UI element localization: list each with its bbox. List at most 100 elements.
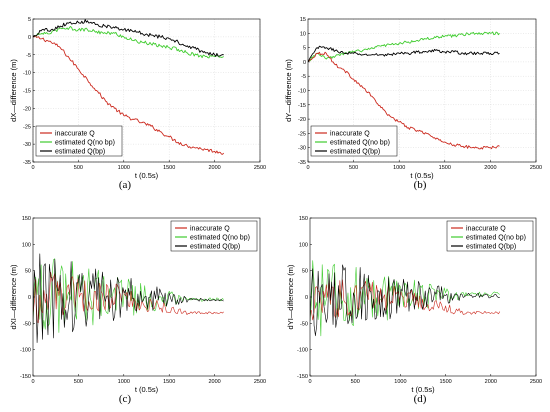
series-line-2	[33, 19, 224, 57]
x-tick-label: 0	[31, 165, 34, 171]
legend-entry: inaccurate Q	[330, 130, 370, 137]
legend-entry: estimated Q(no bp)	[190, 234, 250, 241]
legend: inaccurate Q estimated Q(no bp) estimated …	[310, 125, 398, 157]
legend-entry: estimated Q(no bp)	[466, 234, 526, 241]
y-tick-label: 5	[28, 17, 31, 23]
x-tick-label: 0	[308, 379, 311, 385]
y-tick-label: 10	[300, 31, 306, 37]
panel-caption: (b)	[414, 179, 427, 191]
x-tick-label: 500	[351, 379, 360, 385]
legend-entry: estimated Q(bp)	[190, 243, 240, 250]
y-tick-label: 0	[305, 295, 308, 301]
plot-area	[33, 19, 225, 155]
y-tick-label: 15	[300, 17, 306, 23]
x-tick-label: 1000	[118, 379, 130, 385]
y-axis-label: dYI—difference (m)	[286, 264, 295, 329]
plot-area	[308, 31, 500, 150]
legend-entry: estimated Q(no bp)	[330, 139, 390, 146]
x-tick-label: 2500	[254, 165, 266, 171]
panel-caption: (a)	[119, 179, 132, 191]
y-tick-label: 100	[22, 242, 31, 248]
y-tick-label: -15	[298, 103, 306, 109]
x-tick-label: 2500	[254, 379, 266, 385]
legend: inaccurate Q estimated Q(no bp) estimated …	[446, 220, 534, 252]
x-tick-label: 1000	[394, 379, 406, 385]
y-tick-label: -30	[23, 142, 31, 148]
y-tick-label: -5	[26, 53, 31, 59]
x-tick-label: 1500	[163, 165, 175, 171]
x-tick-label: 2500	[530, 379, 542, 385]
series-line-1	[33, 26, 224, 59]
x-tick-label: 1000	[118, 165, 130, 171]
y-tick-label: -50	[23, 321, 31, 327]
legend: inaccurate Q estimated Q(no bp) estimated …	[170, 220, 258, 252]
y-tick-label: -20	[23, 106, 31, 112]
x-tick-label: 2000	[208, 165, 220, 171]
y-tick-label: -5	[301, 74, 306, 80]
series-line-2	[308, 45, 500, 63]
y-tick-label: -25	[23, 124, 31, 130]
y-tick-label: 50	[25, 269, 31, 275]
y-tick-label: -15	[23, 89, 31, 95]
chart-panel-b: 0 500 1000 1500 2000 2500 15 10 5 0 -5 -10 -15 -20 -25…	[284, 17, 542, 191]
legend-entry: estimated Q(no bp)	[55, 139, 115, 146]
y-tick-label: -50	[300, 321, 308, 327]
x-axis-label: t (0.5s)	[135, 171, 159, 180]
chart-panel-c: 0 500 1000 1500 2000 2500150100500-50-100-150…	[9, 216, 266, 405]
y-tick-label: -100	[20, 348, 31, 354]
y-tick-label: 150	[22, 216, 31, 222]
y-tick-label: -35	[298, 160, 306, 166]
x-tick-label: 1500	[439, 379, 451, 385]
y-tick-label: -150	[20, 374, 31, 380]
series-line-2	[310, 264, 500, 337]
x-tick-label: 500	[74, 165, 83, 171]
series-line-1	[308, 31, 500, 63]
series-line-0	[308, 51, 500, 150]
x-axis-label: t (0.5s)	[135, 385, 159, 394]
y-tick-label: 0	[303, 60, 306, 66]
chart-panel-a: 0 500 1000 1500 2000 2500 5 0 -5 -10 -15 -20 -25 -30 -…	[9, 17, 266, 191]
plot-area	[310, 260, 501, 337]
legend-entry: estimated Q(bp)	[330, 148, 380, 155]
x-tick-label: 1500	[163, 379, 175, 385]
x-tick-label: 1000	[393, 165, 405, 171]
x-tick-label: 2500	[530, 165, 542, 171]
x-tick-label: 0	[306, 165, 309, 171]
y-tick-label: 0	[28, 35, 31, 41]
y-tick-label: -150	[297, 374, 308, 380]
y-axis-label: dY—difference (m)	[284, 59, 293, 122]
plot-area	[33, 253, 224, 343]
y-tick-label: -20	[298, 117, 306, 123]
chart-panel-d: 0 500 1000 1500 2000 2500150100500-50-100-150…	[286, 216, 542, 405]
x-tick-label: 2000	[485, 379, 497, 385]
series-line-0	[33, 272, 224, 323]
legend: inaccurate Q estimated Q(no bp) estimated …	[35, 125, 123, 157]
y-tick-label: 5	[303, 46, 306, 52]
legend-entry: estimated Q(bp)	[466, 243, 516, 250]
x-tick-label: 500	[74, 379, 83, 385]
panel-caption: (c)	[119, 393, 132, 405]
y-tick-label: -10	[23, 71, 31, 77]
x-tick-label: 2000	[208, 379, 220, 385]
legend-entry: estimated Q(bp)	[55, 148, 105, 155]
series-line-1	[310, 260, 500, 337]
y-tick-label: -25	[298, 131, 306, 137]
legend-entry: inaccurate Q	[466, 225, 506, 232]
y-tick-label: 0	[28, 295, 31, 301]
x-axis-label: t (0.5s)	[411, 385, 435, 394]
panel-caption: (d)	[414, 393, 427, 405]
y-tick-label: 100	[299, 242, 308, 248]
x-tick-label: 2000	[484, 165, 496, 171]
y-axis-label: dXI—difference (m)	[9, 264, 18, 329]
y-axis-label: dX—difference (m)	[9, 59, 18, 122]
legend-entry: inaccurate Q	[190, 225, 230, 232]
series-line-0	[33, 35, 225, 155]
x-tick-label: 500	[349, 165, 358, 171]
y-tick-label: -35	[23, 160, 31, 166]
x-axis-label: t (0.5s)	[410, 171, 434, 180]
y-tick-label: -30	[298, 146, 306, 152]
x-tick-label: 0	[31, 379, 34, 385]
legend-entry: inaccurate Q	[55, 130, 95, 137]
x-tick-label: 1500	[439, 165, 451, 171]
